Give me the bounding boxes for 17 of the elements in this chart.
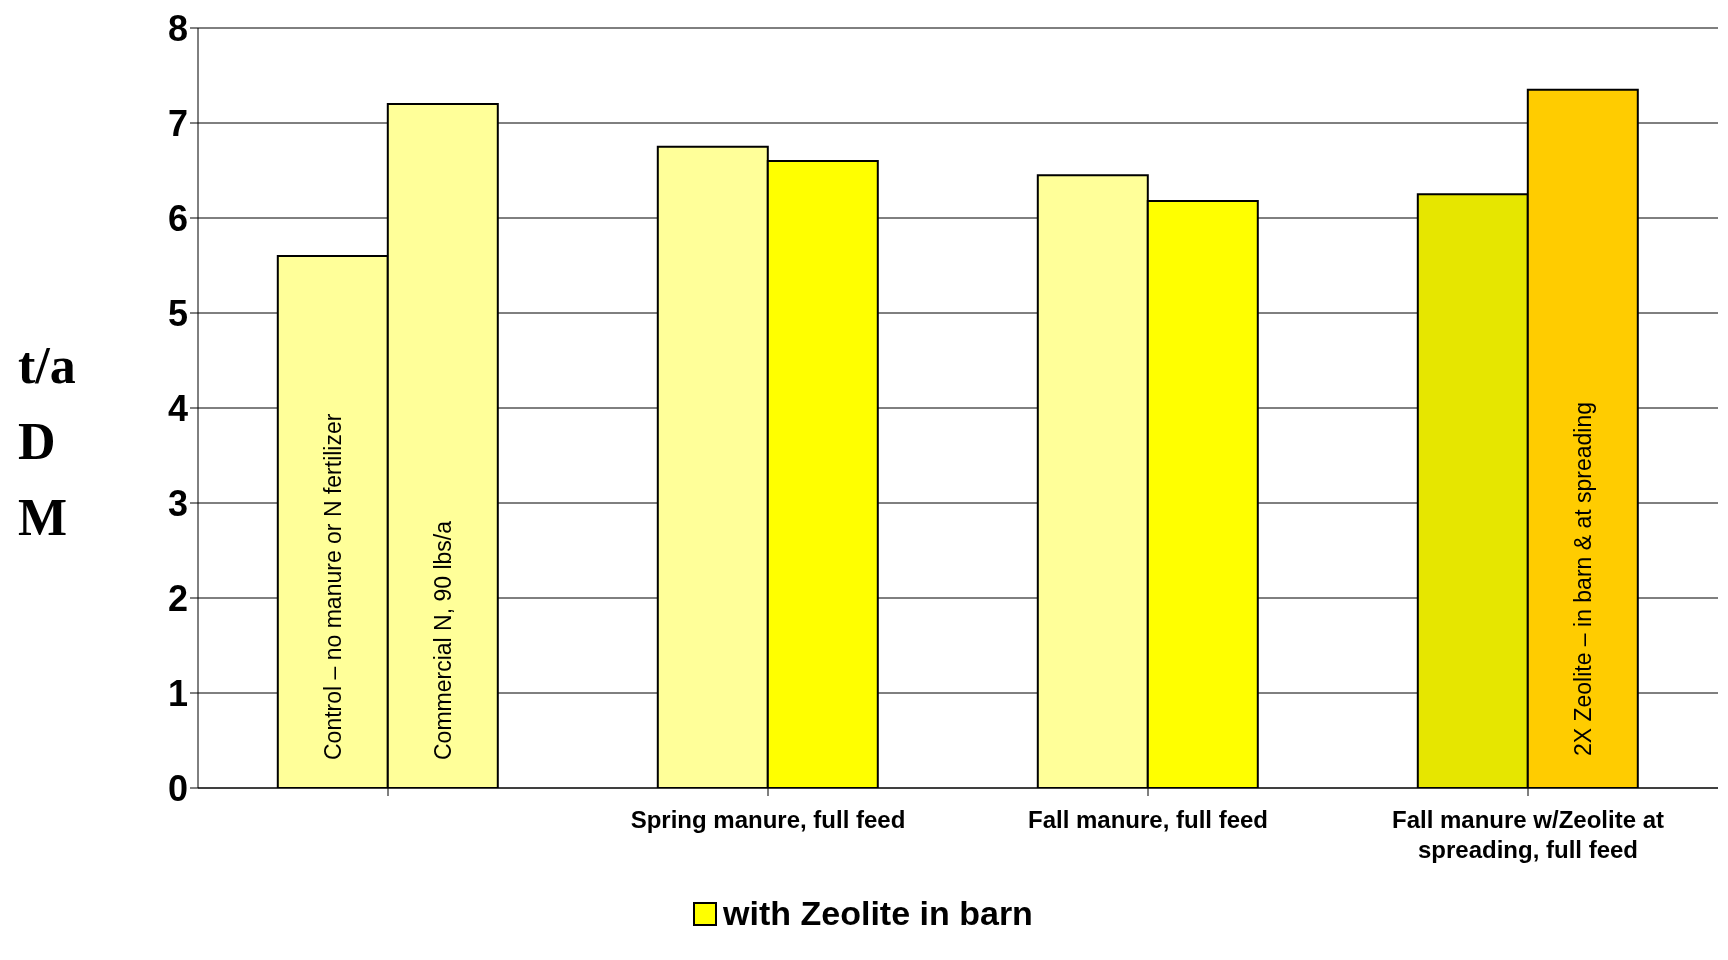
y-tick-label: 1 — [167, 672, 188, 714]
x-tick-label: Spring manure, full feed — [630, 806, 906, 833]
y-tick-label: 6 — [167, 197, 188, 239]
x-tick-label: Fall manure, full feed — [1027, 806, 1269, 833]
annotation: Commercial N, 90 lbs/a — [429, 520, 456, 760]
y-tick-label: 2 — [167, 577, 188, 619]
y-tick-label: 7 — [167, 102, 188, 144]
y-tick-label: 8 — [167, 7, 188, 49]
y-tick-label: 4 — [167, 387, 188, 429]
annotation: 2X Zeolite – in barn & at spreading — [1569, 401, 1596, 757]
y-tick-label: 0 — [167, 767, 188, 809]
legend-label: with Zeolite in barn — [723, 894, 1033, 933]
annotation: Control – no manure or N fertilizer — [319, 413, 346, 760]
y-tick-label: 3 — [167, 482, 188, 524]
y-tick-label: 5 — [167, 292, 188, 334]
y-axis-title: t/a D M — [18, 336, 76, 548]
x-tick-label: Fall manure w/Zeolite at spreading, full feed — [1391, 806, 1665, 863]
